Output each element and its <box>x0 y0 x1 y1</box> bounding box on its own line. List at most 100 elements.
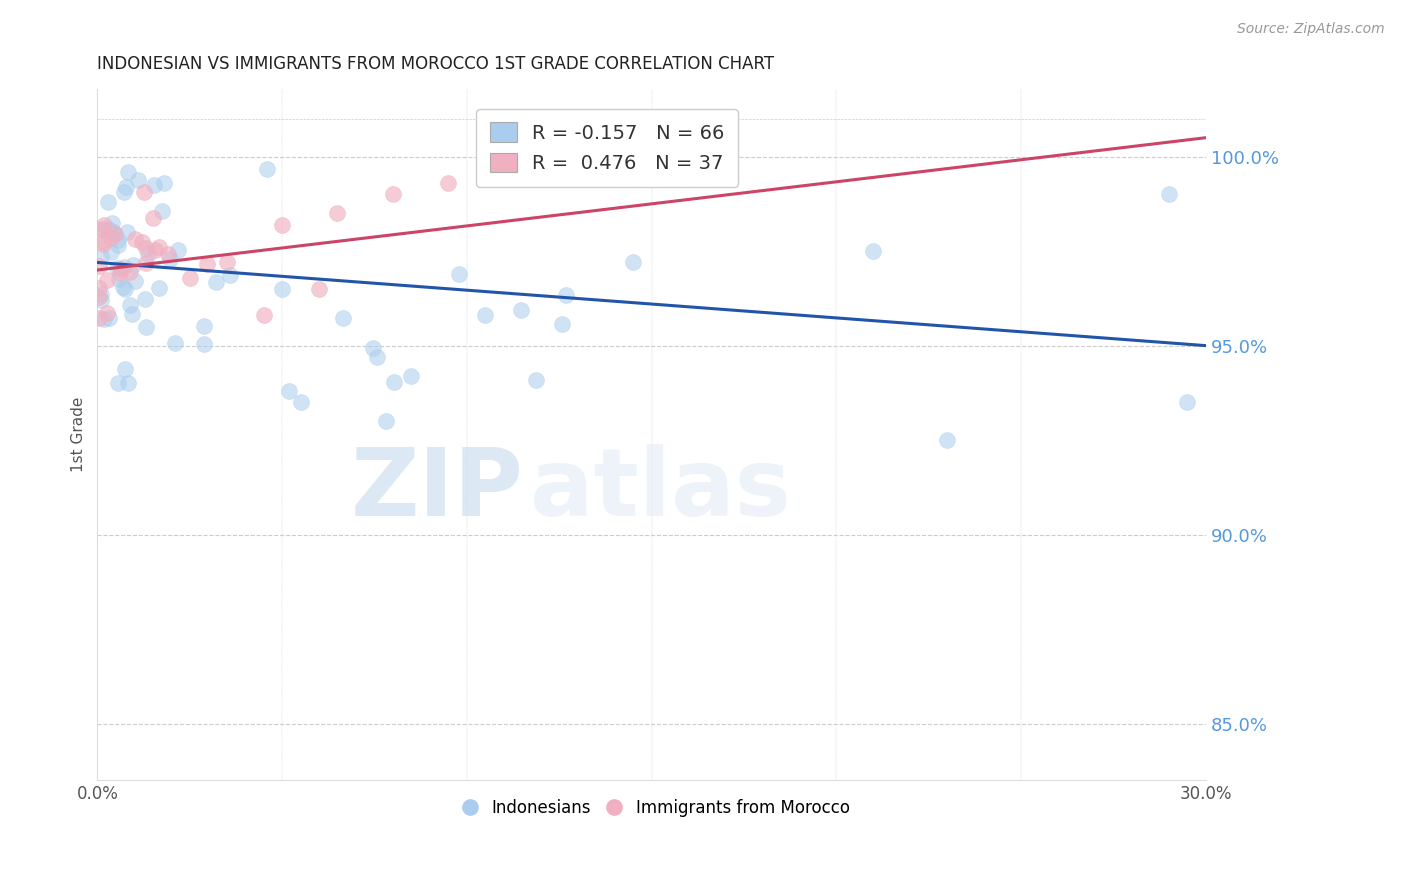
Point <box>219 268 242 282</box>
Point <box>91 235 114 249</box>
Point <box>163 335 186 350</box>
Text: Source: ZipAtlas.com: Source: ZipAtlas.com <box>1237 22 1385 37</box>
Point <box>114 362 136 376</box>
Point <box>103 226 125 240</box>
Point <box>124 232 146 246</box>
Point <box>382 375 405 389</box>
Point <box>89 289 111 303</box>
Point <box>110 261 132 276</box>
Point <box>90 286 112 301</box>
Point <box>193 319 215 334</box>
Point <box>100 225 122 239</box>
Point <box>148 240 170 254</box>
Point <box>278 384 301 398</box>
Point <box>437 176 460 190</box>
Point <box>89 310 111 325</box>
Point <box>474 309 496 323</box>
Point <box>107 233 129 247</box>
Point <box>118 265 141 279</box>
Point <box>157 246 180 260</box>
Point <box>121 258 143 272</box>
Point <box>117 225 139 239</box>
Point <box>91 237 114 252</box>
Text: INDONESIAN VS IMMIGRANTS FROM MOROCCO 1ST GRADE CORRELATION CHART: INDONESIAN VS IMMIGRANTS FROM MOROCCO 1S… <box>97 55 775 73</box>
Point <box>366 350 388 364</box>
Point <box>554 288 576 302</box>
Point <box>205 275 228 289</box>
Point <box>115 180 138 194</box>
Point <box>127 173 149 187</box>
Point <box>89 281 111 295</box>
Point <box>90 248 112 262</box>
Point <box>117 165 139 179</box>
Point <box>96 273 118 287</box>
Point <box>640 142 662 156</box>
Point <box>124 274 146 288</box>
Point <box>135 256 157 270</box>
Point <box>103 227 125 242</box>
Point <box>107 238 129 252</box>
Point <box>90 293 112 307</box>
Point <box>89 259 111 273</box>
Point <box>101 216 124 230</box>
Point <box>105 261 128 276</box>
Point <box>179 270 201 285</box>
Legend: Indonesians, Immigrants from Morocco: Indonesians, Immigrants from Morocco <box>447 792 856 824</box>
Point <box>148 280 170 294</box>
Point <box>112 185 135 199</box>
Point <box>141 211 163 226</box>
Point <box>153 176 176 190</box>
Point <box>361 341 384 355</box>
Point <box>195 257 218 271</box>
Point <box>143 244 166 258</box>
Point <box>381 187 404 202</box>
Point <box>332 310 354 325</box>
Point <box>90 222 112 236</box>
Point <box>252 309 274 323</box>
Point <box>1157 187 1180 202</box>
Y-axis label: 1st Grade: 1st Grade <box>72 397 86 472</box>
Point <box>100 244 122 259</box>
Point <box>120 298 142 312</box>
Point <box>308 282 330 296</box>
Point <box>136 247 159 261</box>
Point <box>374 414 396 428</box>
Point <box>401 368 423 383</box>
Point <box>96 222 118 236</box>
Point <box>621 255 644 269</box>
Point <box>215 255 238 269</box>
Point <box>159 252 181 266</box>
Point <box>134 185 156 199</box>
Point <box>134 292 156 306</box>
Point <box>526 373 548 387</box>
Point <box>112 260 135 275</box>
Point <box>256 161 278 176</box>
Text: ZIP: ZIP <box>352 444 524 536</box>
Point <box>510 302 533 317</box>
Point <box>135 241 157 255</box>
Point <box>449 268 471 282</box>
Point <box>107 376 129 391</box>
Point <box>100 231 122 245</box>
Point <box>550 317 572 331</box>
Point <box>97 195 120 210</box>
Point <box>271 282 294 296</box>
Point <box>107 272 129 286</box>
Point <box>1175 395 1198 409</box>
Point <box>167 243 190 257</box>
Point <box>193 337 215 351</box>
Point <box>143 178 166 193</box>
Point <box>678 150 700 164</box>
Point <box>93 218 115 232</box>
Point <box>108 266 131 280</box>
Point <box>91 222 114 236</box>
Point <box>114 282 136 296</box>
Point <box>290 395 312 409</box>
Text: atlas: atlas <box>530 444 790 536</box>
Point <box>271 218 294 232</box>
Point <box>567 157 589 171</box>
Point <box>131 235 153 249</box>
Point <box>936 433 959 447</box>
Point <box>97 310 120 325</box>
Point <box>135 320 157 334</box>
